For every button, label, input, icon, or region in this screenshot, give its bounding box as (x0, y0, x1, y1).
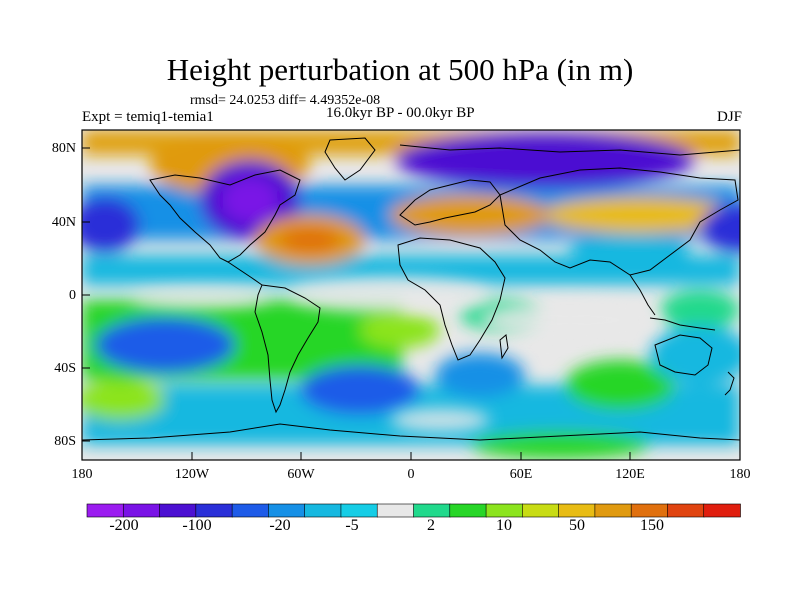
colorbar-label: -100 (182, 517, 212, 534)
colorbar-swatch (413, 503, 451, 518)
australia-outline (654, 334, 713, 376)
period-label: 16.0kyr BP - 00.0kyr BP (326, 105, 475, 121)
europe-high (390, 195, 550, 235)
colorbar-swatch (703, 503, 741, 518)
lon-label-120w: 120W (174, 467, 210, 482)
colorbar-swatch (268, 503, 306, 518)
colorbar-swatch (630, 503, 669, 518)
west-pacific-positive (660, 290, 740, 330)
south-pacific-low (95, 317, 235, 373)
indochina-outline (629, 274, 656, 316)
lon-label-180-west: 180 (71, 467, 93, 482)
anomaly-field (82, 130, 740, 460)
asia-outline (499, 167, 739, 276)
colorbar-swatch (376, 503, 415, 518)
colorbar-label: 150 (640, 517, 664, 534)
colorbar-swatch (667, 503, 705, 518)
colorbar-label: -20 (269, 517, 291, 534)
lon-label-0: 0 (407, 467, 415, 482)
colorbar-swatch (122, 503, 161, 518)
neutral-zones (130, 277, 660, 432)
asia-high-band (540, 197, 740, 233)
south-africa-low (435, 353, 525, 397)
colorbar-swatch (159, 503, 197, 518)
lat-label-40n: 40N (51, 215, 76, 230)
south-america-outline (254, 284, 321, 414)
atlantic-high-core (280, 228, 340, 252)
asia-sub-band (570, 235, 690, 265)
lat-label-80s: 80S (54, 434, 76, 449)
southwest-pacific-positive (82, 380, 165, 420)
colorbar-swatch (594, 503, 632, 518)
maritime-continent-outline (649, 317, 716, 331)
central-america-outline (227, 261, 263, 286)
arctic-low (395, 132, 695, 188)
madagascar-outline (499, 334, 509, 360)
atlantic-south-positive (360, 312, 440, 348)
arctic-coast-outline (399, 144, 740, 156)
australia-low (650, 325, 740, 385)
lat-label-80n: 80N (51, 141, 76, 156)
colorbar-label: 2 (427, 517, 435, 534)
colorbar-swatch (485, 503, 524, 518)
season-label: DJF (716, 109, 742, 125)
south-atlantic-low (300, 365, 420, 415)
colorbar-swatch (195, 503, 233, 518)
colorbar-swatch (86, 503, 125, 518)
axis-ticks (81, 147, 741, 460)
colorbar-swatch (449, 503, 487, 518)
lon-label-120e: 120E (615, 467, 645, 482)
colorbar (86, 503, 741, 518)
lon-label-60w: 60W (287, 467, 315, 482)
colorbar-label: -5 (345, 517, 359, 534)
colorbar-swatch (340, 503, 379, 518)
colorbar-label: 10 (496, 517, 512, 534)
colorbar-swatch (558, 503, 596, 518)
colorbar-swatch (304, 503, 342, 518)
canada-low-core (222, 178, 278, 222)
indian-ocean-south-positive (565, 360, 675, 410)
greenland-outline (324, 137, 376, 181)
colorbar-swatch (522, 503, 560, 518)
map-title: Height perturbation at 500 hPa (in m) (166, 52, 634, 87)
colorbar-label: 50 (569, 517, 585, 534)
lon-label-180-east: 180 (729, 467, 751, 482)
antarctic-positive (470, 431, 650, 459)
europe-outline (399, 179, 501, 226)
experiment-label: Expt = temiq1-temia1 (82, 109, 214, 125)
north-america-outline (149, 169, 301, 263)
stats-text: rmsd= 24.0253 diff= 4.49352e-08 (190, 93, 381, 108)
lat-label-0: 0 (69, 288, 76, 303)
colorbar-swatch (231, 503, 270, 518)
antarctica-outline (82, 423, 740, 441)
africa-outline (397, 237, 506, 361)
lat-label-40s: 40S (54, 361, 76, 376)
colorbar-label: -200 (109, 517, 139, 534)
coastlines (82, 137, 740, 441)
lon-label-60e: 60E (509, 467, 533, 482)
new-zealand-outline (724, 371, 735, 396)
pacific-low-west (82, 197, 140, 253)
